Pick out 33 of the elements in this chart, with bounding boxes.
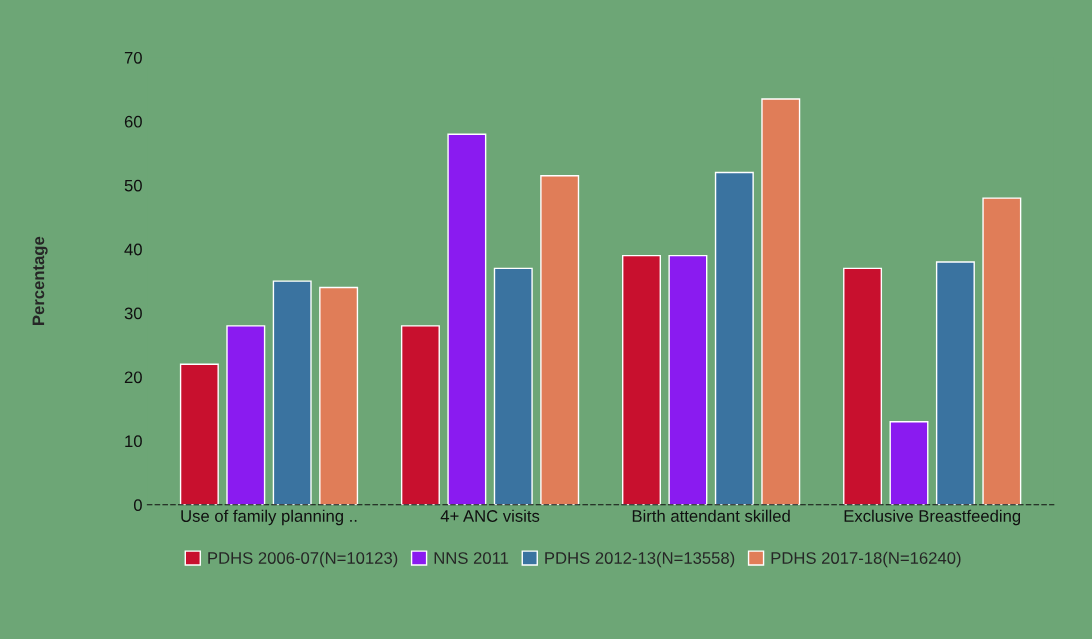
bar	[935, 261, 975, 505]
bar	[982, 197, 1022, 505]
bar	[622, 254, 661, 505]
bar	[319, 286, 359, 505]
bar	[226, 325, 266, 505]
bar	[272, 280, 312, 505]
bar	[493, 267, 533, 505]
bar	[889, 421, 929, 505]
bar	[447, 133, 487, 505]
y-tick-label: 20	[124, 371, 142, 384]
legend-label: PDHS 2012-13(N=13558)	[545, 551, 735, 568]
y-tick-label: 30	[124, 307, 142, 320]
bar	[179, 363, 219, 505]
y-tick-label: 60	[124, 115, 142, 128]
bar	[668, 254, 708, 505]
bar	[761, 98, 801, 505]
y-tick-label: 0	[133, 499, 142, 512]
bar	[714, 171, 754, 505]
bar	[540, 175, 580, 505]
legend-label: NNS 2011	[434, 552, 509, 564]
x-tick-label: Exclusive Breastfeeding	[844, 509, 1021, 526]
y-tick-label: 50	[124, 179, 142, 192]
x-tick-label: 4+ ANC visits	[440, 509, 540, 522]
bar	[843, 267, 883, 505]
y-axis-title: Percentage	[32, 236, 48, 325]
y-tick-label: 40	[124, 243, 142, 256]
legend-label: PDHS 2006-07(N=10123)	[208, 551, 398, 568]
bar	[400, 325, 440, 505]
x-tick-label: Use of family planning ..	[181, 509, 357, 526]
legend-label: PDHS 2017-18(N=16240)	[771, 551, 961, 568]
y-tick-label: 70	[124, 51, 142, 64]
x-tick-label: Birth attendant skilled	[632, 509, 790, 522]
y-tick-label: 10	[125, 435, 142, 448]
